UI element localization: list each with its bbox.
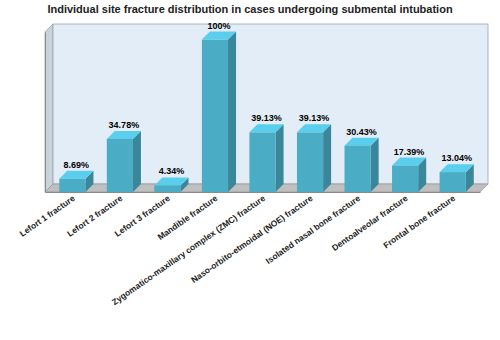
plot-walls — [45, 24, 488, 192]
data-label: 30.43% — [346, 127, 377, 137]
bar — [59, 179, 85, 192]
bar — [107, 139, 133, 192]
bar — [345, 146, 371, 192]
bar-group — [202, 32, 236, 192]
x-tick: Dentoalveolar fracture — [330, 193, 410, 253]
data-label: 4.34% — [159, 166, 185, 176]
bar-group — [297, 124, 331, 192]
bar-top — [297, 124, 331, 132]
y-axis-line — [45, 33, 46, 193]
bar — [440, 172, 466, 192]
x-axis-line — [46, 192, 481, 193]
bar-group — [107, 131, 141, 192]
bar-top — [107, 131, 141, 139]
bar-group — [249, 124, 283, 192]
data-label: 39.13% — [251, 113, 282, 123]
data-label: 8.69% — [64, 160, 90, 170]
bar-top — [202, 32, 236, 40]
bar-group — [392, 158, 426, 192]
bar — [297, 132, 323, 192]
bar-side — [228, 32, 236, 192]
bar-group — [154, 177, 188, 192]
bar-top — [392, 158, 426, 166]
bar — [202, 40, 228, 192]
data-label: 13.04% — [441, 153, 472, 163]
data-label: 34.78% — [109, 120, 140, 130]
bars — [59, 32, 473, 192]
data-label: 39.13% — [299, 113, 330, 123]
data-label: 100% — [207, 21, 230, 31]
bar — [249, 132, 275, 192]
x-tick-label: Dentoalveolar fracture — [330, 193, 410, 253]
bar-group — [440, 164, 474, 192]
chart: Individual site fracture distribution in… — [0, 0, 500, 340]
bar-side — [276, 124, 284, 192]
bar-side — [133, 131, 141, 192]
x-tick: Frontal bone fracture — [381, 193, 457, 250]
bar — [392, 166, 418, 192]
x-tick: Isolated nasal bone fracture — [264, 193, 362, 266]
bar-top — [59, 171, 93, 179]
bar-top — [154, 177, 188, 185]
side-wall — [45, 24, 53, 192]
bar — [154, 185, 180, 192]
bar-group — [59, 171, 93, 192]
x-tick-label: Frontal bone fracture — [381, 193, 457, 250]
bar-top — [249, 124, 283, 132]
y-axis — [45, 33, 46, 193]
data-labels: 8.69% 34.78% 4.34% 100% 39.13% 39.13% 30.43% 17… — [64, 21, 472, 177]
bar-side — [323, 124, 331, 192]
bar-side — [371, 138, 379, 192]
title: Individual site fracture distribution in… — [47, 3, 452, 15]
bar-group — [345, 138, 379, 192]
data-label: 17.39% — [394, 147, 425, 157]
x-axis: Lefort 1 fractureLefort 2 fractureLefort… — [18, 193, 481, 308]
x-tick-label: Isolated nasal bone fracture — [264, 193, 362, 266]
bar-top — [345, 138, 379, 146]
bar-top — [440, 164, 474, 172]
